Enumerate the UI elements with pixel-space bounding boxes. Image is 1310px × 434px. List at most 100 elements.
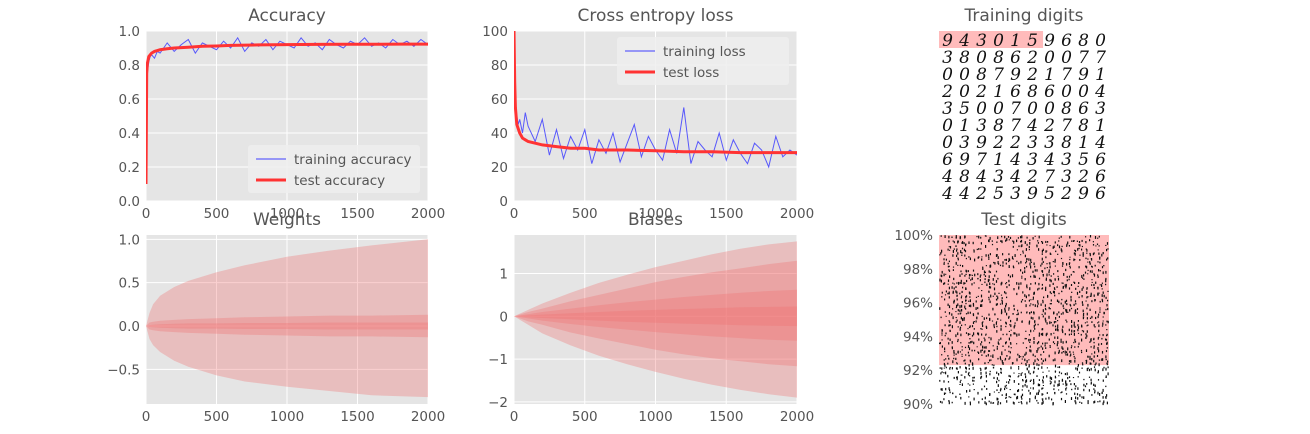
test-digits-digit-stroke xyxy=(1007,236,1010,238)
test-digits-digit-stroke xyxy=(991,243,994,246)
test-digits-digit-stroke xyxy=(971,277,973,280)
test-digits-digit-stroke xyxy=(1025,262,1027,264)
test-digits-digit-stroke xyxy=(978,235,980,239)
training-digits-digit: 2 xyxy=(1043,116,1055,136)
test-digits-digit-stroke xyxy=(939,278,941,282)
training-digits-digit: 4 xyxy=(941,184,953,204)
test-digits-digit-stroke xyxy=(1021,397,1023,400)
test-digits-digit-stroke xyxy=(1012,258,1014,260)
test-digits-digit-stroke xyxy=(1005,258,1007,261)
test-digits-digit-stroke xyxy=(1084,271,1087,274)
test-digits-digit-stroke xyxy=(1082,363,1084,366)
test-digits-digit-stroke xyxy=(1062,282,1064,284)
test-digits-digit-stroke xyxy=(1065,383,1067,387)
test-digits-digit-stroke xyxy=(969,333,971,335)
test-digits-digit-stroke xyxy=(952,282,954,284)
test-digits-digit-stroke xyxy=(968,355,970,357)
test-digits-digit-stroke xyxy=(1105,324,1107,326)
test-digits-digit-stroke xyxy=(962,241,964,244)
test-digits-digit-stroke xyxy=(956,376,958,379)
test-digits-digit-stroke xyxy=(1091,321,1093,323)
test-digits-digit-stroke xyxy=(972,366,974,370)
test-digits-digit-stroke xyxy=(1102,402,1104,406)
test-digits-digit-stroke xyxy=(980,274,982,276)
test-digits-digit-stroke xyxy=(1011,256,1014,260)
test-digits-digit-stroke xyxy=(1037,367,1039,370)
test-digits-digit-stroke xyxy=(1074,311,1076,314)
test-digits-digit-stroke xyxy=(959,351,961,353)
test-digits-digit-stroke xyxy=(961,383,963,386)
test-digits-digit-stroke xyxy=(962,318,964,322)
test-digits-digit-stroke xyxy=(988,350,991,352)
biases-x-tick-label: 1500 xyxy=(709,409,743,425)
training-digits-digit: 1 xyxy=(1095,116,1106,136)
accuracy-x-tick-label: 500 xyxy=(204,206,230,222)
training-digits-digit: 3 xyxy=(942,99,953,119)
test-digits-digit-stroke xyxy=(1076,291,1079,295)
test-digits-digit-stroke xyxy=(984,367,986,370)
test-digits-digit-stroke xyxy=(952,308,954,310)
test-digits-digit-stroke xyxy=(1071,320,1073,323)
test-digits-digit-stroke xyxy=(1057,329,1059,332)
test-digits-digit-stroke xyxy=(956,294,958,297)
test-digits-digit-stroke xyxy=(979,279,981,282)
test-digits-digit-stroke xyxy=(967,383,969,385)
test-digits-digit-stroke xyxy=(1048,354,1050,358)
test-digits-digit-stroke xyxy=(977,312,979,315)
test-digits-digit-stroke xyxy=(1079,290,1081,293)
test-digits-digit-stroke xyxy=(965,287,967,290)
test-digits-digit-stroke xyxy=(1077,366,1079,368)
test-digits-digit-stroke xyxy=(1020,356,1022,358)
test-digits-digit-stroke xyxy=(1078,282,1080,284)
test-digits-digit-stroke xyxy=(956,362,958,364)
test-digits-digit-stroke xyxy=(1014,393,1016,396)
test-digits-digit-stroke xyxy=(1045,309,1047,311)
test-digits-digit-stroke xyxy=(1086,291,1088,294)
test-digits-digit-stroke xyxy=(1079,394,1081,397)
test-digits-digit-stroke xyxy=(1094,368,1096,372)
test-digits-digit-stroke xyxy=(1066,263,1068,266)
test-digits-digit-stroke xyxy=(944,324,946,327)
test-digits-digit-stroke xyxy=(1017,237,1019,239)
test-digits-digit-stroke xyxy=(1038,235,1040,239)
cross-entropy-series-test-loss xyxy=(514,31,797,155)
training-digits-digit: 4 xyxy=(941,167,953,187)
test-digits-digit-stroke xyxy=(1072,240,1074,242)
test-digits-digit-stroke xyxy=(1029,392,1031,395)
cross-entropy-x-tick-label: 2000 xyxy=(780,206,814,222)
test-digits-digit-stroke xyxy=(1049,284,1051,287)
test-digits-digit-stroke xyxy=(1102,334,1104,337)
test-digits-digit-stroke xyxy=(998,392,1000,394)
test-digits-digit-stroke xyxy=(1057,325,1059,329)
test-digits-digit-stroke xyxy=(969,401,971,403)
test-digits-digit-stroke xyxy=(955,321,957,323)
test-digits-digit-stroke xyxy=(949,367,951,370)
test-digits-digit-stroke xyxy=(1082,254,1084,257)
test-digits-digit-stroke xyxy=(1046,322,1048,325)
test-digits-digit-stroke xyxy=(965,269,967,272)
test-digits-digit-stroke xyxy=(980,349,982,353)
test-digits-digit-stroke xyxy=(940,279,942,283)
test-digits-digit-stroke xyxy=(1093,294,1095,297)
test-digits-digit-stroke xyxy=(1037,359,1039,361)
test-digits-digit-stroke xyxy=(987,362,989,364)
test-digits-digit-stroke xyxy=(1041,253,1043,255)
test-digits-digit-stroke xyxy=(941,401,943,404)
test-digits-digit-stroke xyxy=(1054,325,1057,328)
test-digits-digit-stroke xyxy=(1033,274,1035,278)
test-digits-digit-stroke xyxy=(959,313,961,315)
test-digits-digit-stroke xyxy=(983,270,986,274)
test-digits-digit-stroke xyxy=(955,353,957,355)
test-digits-digit-stroke xyxy=(1010,396,1012,399)
training-digits-digit: 0 xyxy=(1061,48,1072,68)
test-digits-digit-stroke xyxy=(1068,275,1071,278)
test-digits-digit-stroke xyxy=(995,270,998,273)
test-digits-digit-stroke xyxy=(996,377,998,380)
test-digits-digit-stroke xyxy=(1065,381,1067,384)
test-digits-digit-stroke xyxy=(1101,282,1103,284)
test-digits-digit-stroke xyxy=(1022,250,1024,253)
test-digits-digit-stroke xyxy=(1089,317,1092,319)
test-digits-digit-stroke xyxy=(1052,290,1055,294)
test-digits-digit-stroke xyxy=(1024,267,1026,270)
test-digits-digit-stroke xyxy=(1036,392,1038,396)
